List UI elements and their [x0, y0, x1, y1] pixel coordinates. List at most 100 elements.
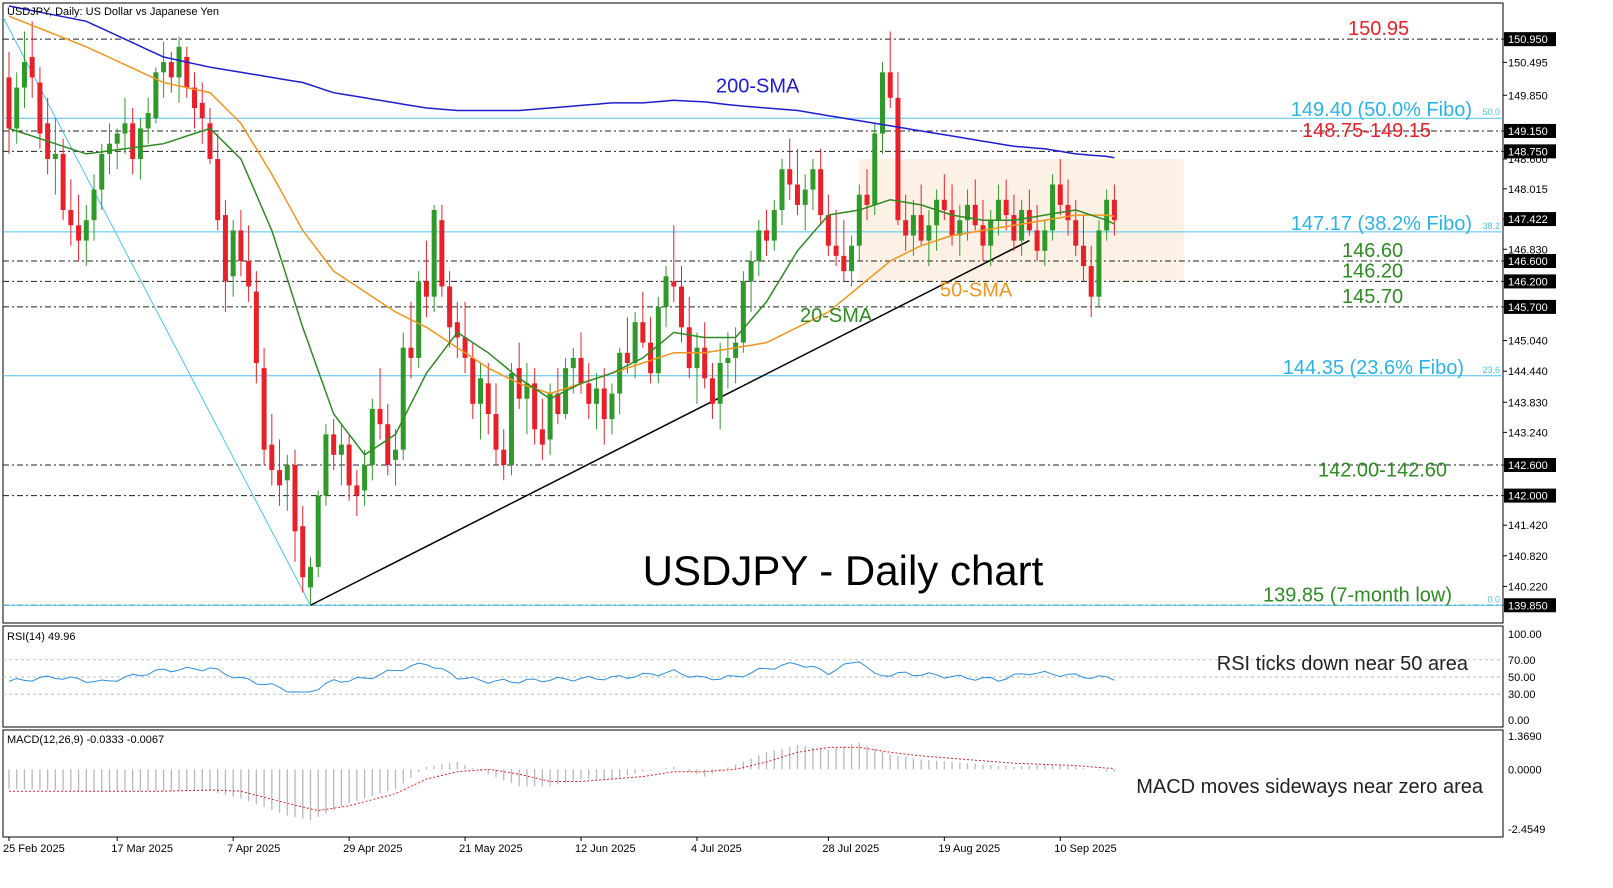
- price-tag: 139.850: [1508, 600, 1548, 612]
- x-tick-label: 21 May 2025: [459, 843, 523, 855]
- candle-body: [1096, 230, 1102, 297]
- macd-tick-label: -2.4549: [1508, 824, 1545, 836]
- candle-body: [841, 255, 847, 272]
- candle-body: [130, 123, 136, 159]
- price-tag-bg: [1504, 488, 1556, 503]
- y-tick-label: 148.600: [1508, 154, 1548, 166]
- candle-body: [338, 444, 344, 455]
- y-tick-label: 140.220: [1508, 581, 1548, 593]
- candle-body: [238, 230, 244, 261]
- candle-body: [957, 220, 963, 236]
- candle-body: [29, 57, 35, 78]
- candle-body: [663, 276, 669, 307]
- candle-body: [748, 261, 754, 282]
- candle-body: [617, 352, 623, 394]
- candle-body: [1065, 204, 1071, 221]
- candle-body: [76, 225, 82, 241]
- candle-body: [926, 225, 932, 241]
- candle-body: [485, 383, 491, 414]
- fibo-label: 144.35 (23.6% Fibo): [1283, 357, 1464, 379]
- y-tick-label: 149.850: [1508, 90, 1548, 102]
- price-tag-bg: [1504, 32, 1556, 47]
- candle-body: [369, 408, 375, 465]
- candle-body: [6, 77, 12, 129]
- price-tag-bg: [1504, 123, 1556, 138]
- macd-panel-frame: [2, 729, 1504, 838]
- candle-body: [825, 215, 831, 246]
- fibo-tag: 50.0: [1482, 107, 1500, 117]
- candle-body: [501, 449, 507, 465]
- level-annotation: 150.95: [1348, 18, 1409, 40]
- candle-body: [709, 378, 715, 404]
- x-tick-label: 29 Apr 2025: [343, 843, 402, 855]
- candle-body: [694, 347, 700, 369]
- candle-body: [895, 97, 901, 221]
- price-tag-bg: [1504, 144, 1556, 159]
- price-tag-bg: [1504, 458, 1556, 472]
- candle-body: [879, 72, 885, 134]
- candle-body: [849, 245, 855, 272]
- macd-label: MACD(12,26,9) -0.0333 -0.0067: [7, 734, 164, 746]
- macd-note: MACD moves sideways near zero area: [1136, 776, 1484, 798]
- candle-body: [733, 342, 739, 358]
- candle-body: [810, 169, 816, 190]
- candle-body: [1019, 210, 1025, 241]
- rsi-tick-label: 50.00: [1508, 672, 1536, 684]
- candle-body: [972, 204, 978, 226]
- rsi-tick-label: 100.00: [1508, 629, 1542, 641]
- level-annotation: 146.20: [1342, 260, 1403, 282]
- fibo-label: 147.17 (38.2% Fibo): [1291, 213, 1472, 235]
- candle-body: [385, 424, 391, 465]
- candle-body: [640, 322, 646, 343]
- rsi-tick-label: 70.00: [1508, 655, 1536, 667]
- candle-body: [864, 194, 870, 205]
- candle-body: [887, 72, 893, 98]
- candle-body: [555, 393, 561, 414]
- candle-body: [145, 113, 151, 129]
- y-tick-label: 143.830: [1508, 397, 1548, 409]
- price-tag: 148.750: [1508, 146, 1548, 158]
- candle-body: [423, 281, 429, 297]
- candle-body: [447, 286, 453, 328]
- fibo-projection-line: [2, 16, 311, 606]
- y-tick-label: 144.440: [1508, 366, 1548, 378]
- candle-body: [106, 143, 112, 154]
- candle-body: [323, 434, 329, 496]
- macd-tick-label: 1.3690: [1508, 731, 1542, 743]
- ascending-trendline: [310, 239, 1030, 606]
- candle-body: [949, 210, 955, 236]
- candle-body: [21, 62, 27, 88]
- level-annotation: 148.75-149.15: [1302, 120, 1431, 142]
- candle-body: [578, 357, 584, 384]
- candle-body: [292, 465, 298, 532]
- candle-body: [1111, 199, 1117, 221]
- candle-body: [764, 230, 770, 241]
- candle-body: [284, 465, 290, 481]
- candle-body: [331, 434, 337, 455]
- candle-body: [462, 337, 468, 358]
- candle-body: [91, 189, 97, 221]
- candle-body: [153, 72, 159, 119]
- candle-body: [702, 347, 708, 379]
- level-annotation: 145.70: [1342, 286, 1403, 308]
- price-tag: 147.422: [1508, 214, 1548, 226]
- candle-body: [207, 123, 213, 159]
- candle-body: [52, 153, 58, 159]
- candle-body: [1011, 215, 1017, 241]
- y-tick-label: 141.420: [1508, 520, 1548, 532]
- level-annotation: 142.00-142.60: [1318, 459, 1447, 481]
- x-tick-label: 25 Feb 2025: [3, 843, 65, 855]
- candle-body: [918, 215, 924, 241]
- candle-body: [1050, 184, 1056, 231]
- x-tick-label: 7 Apr 2025: [227, 843, 280, 855]
- candle-body: [362, 465, 368, 491]
- candle-body: [686, 327, 692, 369]
- candle-body: [856, 194, 862, 246]
- candle-body: [771, 210, 777, 241]
- candle-body: [68, 210, 74, 226]
- candle-body: [261, 368, 267, 450]
- price-tag: 146.600: [1508, 256, 1548, 268]
- candle-body: [300, 526, 306, 578]
- candle-body: [679, 286, 685, 328]
- candle-body: [408, 347, 414, 358]
